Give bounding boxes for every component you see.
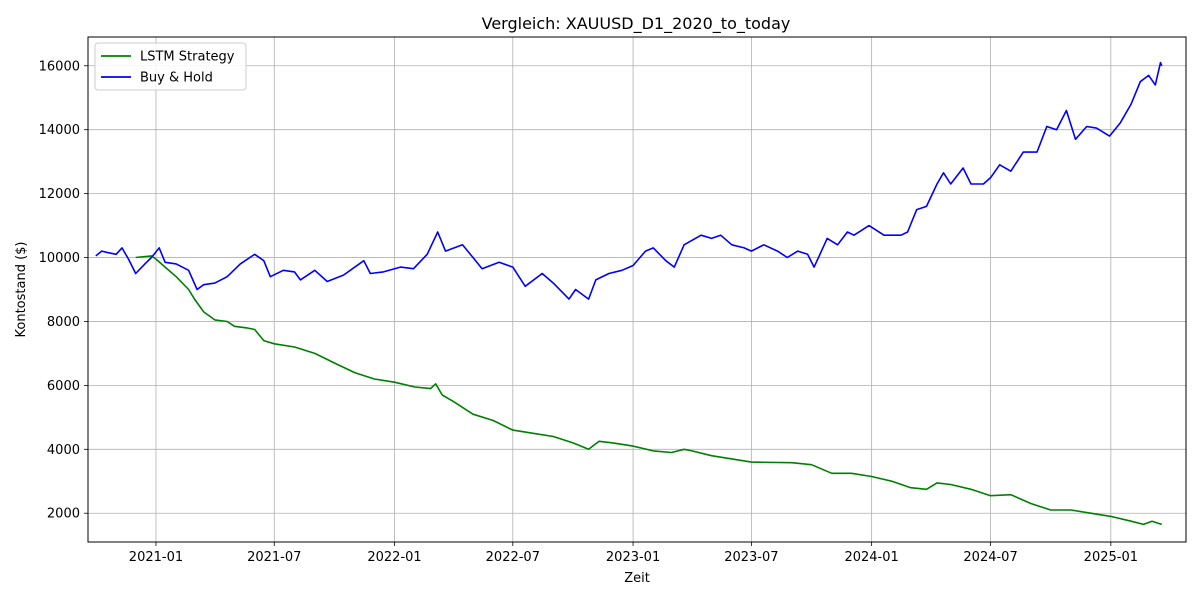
series-line-lstm-strategy [135, 255, 1163, 526]
series-line-buy-and-hold [95, 61, 1163, 300]
y-tick-label: 14000 [39, 123, 80, 138]
plot-area-frame [87, 36, 1187, 543]
x-tick-label: 2023-07 [724, 550, 778, 565]
y-tick-label: 4000 [47, 443, 80, 458]
x-axis: 2021-01 2021-07 2022-01 2022-07 2023-01 2023-… [129, 542, 1138, 565]
x-tick-label: 2024-07 [963, 550, 1017, 565]
legend-box [94, 42, 247, 91]
x-tick-label: 2025-01 [1084, 550, 1138, 565]
x-tick-label: 2022-01 [367, 550, 421, 565]
legend: LSTM Strategy Buy & Hold [94, 42, 247, 91]
x-tick-label: 2021-07 [247, 550, 301, 565]
x-tick-label: 2021-01 [129, 550, 183, 565]
series-layer [95, 61, 1163, 526]
legend-label: Buy & Hold [140, 71, 213, 86]
chart-title: Vergleich: XAUUSD_D1_2020_to_today [482, 14, 791, 34]
legend-label: LSTM Strategy [140, 50, 235, 65]
y-tick-label: 2000 [47, 507, 80, 522]
x-tick-label: 2022-07 [486, 550, 540, 565]
y-axis: 2000 4000 6000 8000 10000 12000 14000 16000 [39, 59, 88, 522]
y-tick-label: 16000 [39, 59, 80, 74]
y-tick-label: 8000 [47, 315, 80, 330]
x-axis-label: Zeit [624, 571, 650, 586]
y-tick-label: 12000 [39, 187, 80, 202]
y-axis-label: Kontostand ($) [14, 242, 29, 338]
x-tick-label: 2024-01 [844, 550, 898, 565]
y-tick-label: 10000 [39, 251, 80, 266]
x-tick-label: 2023-01 [606, 550, 660, 565]
grid-lines [88, 37, 1186, 542]
y-tick-label: 6000 [47, 379, 80, 394]
